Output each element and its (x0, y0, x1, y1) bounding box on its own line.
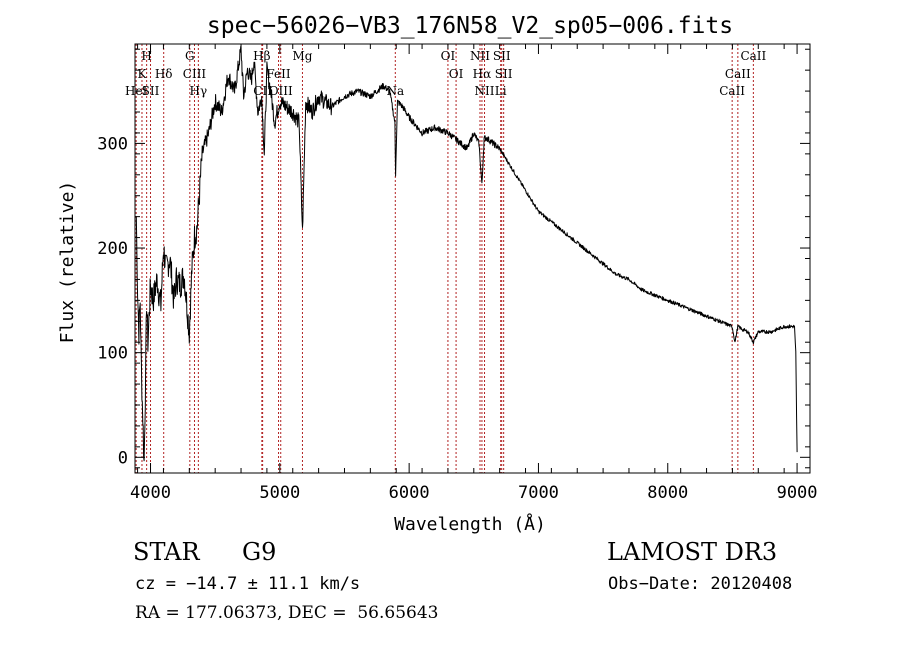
y-tick-label-2: 200 (97, 239, 128, 259)
line-label-24: CaII (740, 49, 766, 63)
line-label-21: Li (495, 84, 507, 98)
line-label-3: SII (142, 84, 160, 98)
obs-date: Obs−Date: 20120408 (608, 574, 793, 594)
x-axis-label: Wavelength (Å) (394, 513, 546, 535)
line-label-7: Hγ (190, 84, 208, 98)
x-tick-label-0: 4000 (130, 483, 171, 503)
line-label-17: Hα (473, 67, 492, 81)
x-tick-label-4: 8000 (647, 483, 688, 503)
line-label-1: K (137, 67, 147, 81)
line-label-10: FeII (266, 67, 291, 81)
line-label-11: OIII (269, 84, 293, 98)
line-label-16: NII (470, 49, 490, 63)
line-label-22: CaII (719, 84, 745, 98)
x-tick-label-2: 6000 (389, 483, 430, 503)
line-label-5: G (185, 49, 195, 63)
line-label-6: CIII (183, 67, 207, 81)
y-axis-label: Flux (relative) (57, 181, 78, 344)
line-label-8: Hβ (253, 49, 270, 63)
x-axis: 4000 5000 6000 7000 8000 9000 (130, 44, 818, 503)
redshift-readout: cz = −14.7 ± 11.1 km/s (135, 574, 361, 594)
object-subclass: G9 (242, 538, 277, 566)
object-class: STAR (133, 538, 200, 566)
y-tick-label-0: 0 (118, 448, 128, 468)
line-label-9: CII (253, 84, 272, 98)
y-tick-label-3: 300 (97, 134, 128, 154)
y-axis: 0 100 200 300 (97, 48, 810, 468)
x-tick-label-5: 9000 (777, 483, 818, 503)
x-tick-label-1: 5000 (259, 483, 300, 503)
line-label-23: CaII (725, 67, 751, 81)
line-markers (135, 44, 754, 473)
line-label-19: SII (493, 49, 511, 63)
line-label-20: SII (495, 67, 513, 81)
line-label-4: Hδ (155, 67, 173, 81)
survey-label: LAMOST DR3 (607, 538, 778, 566)
line-label-0: H (141, 49, 151, 63)
chart-title: spec−56026−VB3_176N58_V2_sp05−006.fits (207, 13, 733, 39)
line-label-15: OI (449, 67, 464, 81)
line-label-14: OI (441, 49, 456, 63)
ra-dec-readout: RA = 177.06373, DEC = 56.65643 (135, 603, 439, 623)
y-tick-label-1: 100 (97, 344, 128, 364)
plot-frame (134, 43, 811, 474)
line-label-18: NII (475, 84, 495, 98)
x-tick-label-3: 7000 (518, 483, 559, 503)
line-labels: HKHeISIIHδGCIIIHγHβCIIFeIIOIIIMgNaOIOINI… (125, 49, 767, 98)
line-label-12: Mg (292, 49, 312, 63)
spectrum-series-line (135, 45, 798, 462)
